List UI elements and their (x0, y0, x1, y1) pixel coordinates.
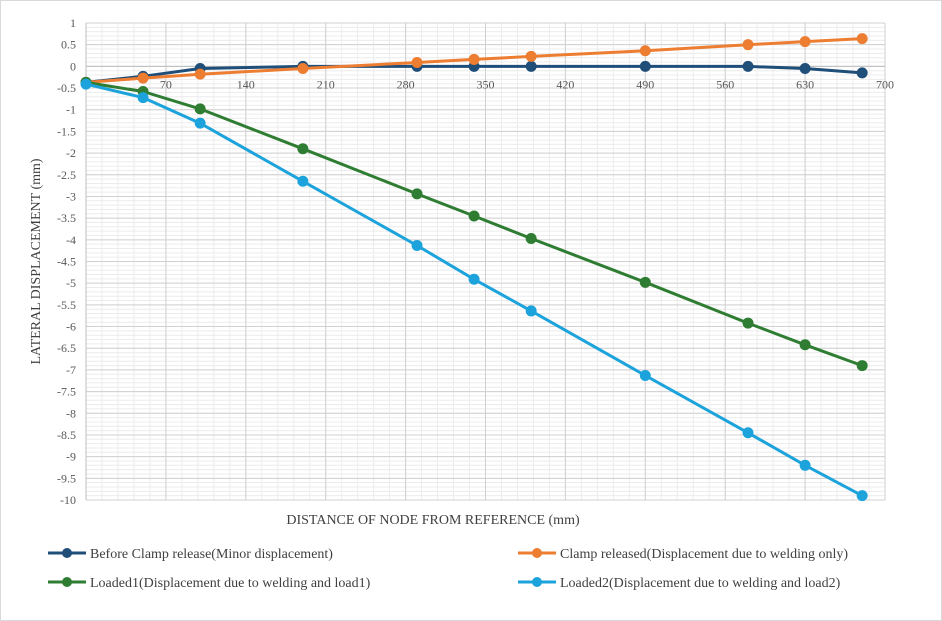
data-point (742, 427, 754, 439)
y-tick-label: -5.5 (57, 298, 76, 312)
y-axis-title: LATERAL DISPLACEMENT (mm) (29, 158, 44, 364)
data-point (297, 63, 309, 75)
y-tick-label: -1.5 (57, 124, 76, 138)
y-tick-label: -2 (66, 146, 76, 160)
y-tick-label: -7.5 (57, 385, 76, 399)
series (80, 78, 868, 502)
data-point (525, 50, 537, 62)
legend-label: Loaded1(Displacement due to welding and … (90, 576, 371, 591)
x-tick-label: 630 (796, 77, 814, 91)
y-tick-label: -9.5 (57, 471, 76, 485)
x-tick-label: 560 (716, 77, 734, 91)
data-point (856, 490, 868, 502)
data-point (639, 276, 651, 288)
y-tick-label: -3.5 (57, 211, 76, 225)
data-point (856, 33, 868, 45)
data-point (742, 39, 754, 51)
series-layer (80, 33, 868, 502)
data-point (742, 60, 754, 72)
data-point (137, 72, 149, 84)
data-point (799, 459, 811, 471)
data-point (525, 305, 537, 317)
y-tick-label: -0.5 (57, 81, 76, 95)
y-tick-label: -9 (66, 450, 76, 464)
y-tick-label: -8.5 (57, 428, 76, 442)
legend-marker (62, 577, 72, 587)
data-point (297, 175, 309, 187)
y-tick-label: -7 (66, 363, 76, 377)
x-tick-labels: 70 140 210 280 350 420 490 560 630 700 (160, 77, 894, 91)
y-tick-label: 1 (70, 16, 76, 30)
x-tick-label: 70 (160, 77, 172, 91)
y-tick-label: 0.5 (61, 38, 76, 52)
y-tick-label: 0 (70, 59, 76, 73)
legend-item: Before Clamp release(Minor displacement) (48, 547, 333, 562)
y-tick-label: -5 (66, 276, 76, 290)
data-point (411, 188, 423, 200)
data-point (856, 67, 868, 79)
legend-item: Loaded1(Displacement due to welding and … (48, 576, 371, 591)
legend-marker (62, 548, 72, 558)
data-point (639, 45, 651, 57)
data-point (639, 370, 651, 382)
data-point (411, 239, 423, 251)
data-point (297, 143, 309, 155)
legend-label: Clamp released(Displacement due to weldi… (560, 547, 848, 562)
x-tick-label: 140 (237, 77, 255, 91)
y-tick-label: -6.5 (57, 341, 76, 355)
data-point (799, 339, 811, 351)
data-point (137, 92, 149, 104)
data-point (411, 56, 423, 68)
data-point (856, 360, 868, 372)
y-tick-label: -4.5 (57, 255, 76, 269)
y-tick-label: -4 (66, 233, 76, 247)
data-point (525, 233, 537, 245)
y-tick-label: -2.5 (57, 168, 76, 182)
data-point (525, 60, 537, 72)
series (80, 76, 868, 372)
y-tick-label: -10 (60, 493, 76, 507)
data-point (194, 68, 206, 80)
legend-marker (532, 548, 542, 558)
data-point (468, 53, 480, 65)
legend: Before Clamp release(Minor displacement)… (48, 547, 848, 591)
legend-item: Clamp released(Displacement due to weldi… (518, 547, 848, 562)
y-tick-label: -6 (66, 320, 76, 334)
y-tick-labels: 1 0.5 0 -0.5 -1 -1.5 -2 -2.5 -3 -3.5 -4 -4.5 -5 -5.5 -… (57, 16, 76, 507)
y-tick-label: -3 (66, 189, 76, 203)
y-tick-label: -8 (66, 406, 76, 420)
data-point (194, 117, 206, 129)
x-tick-label: 280 (397, 77, 415, 91)
x-tick-label: 700 (876, 77, 894, 91)
x-axis-title: DISTANCE OF NODE FROM REFERENCE (mm) (286, 513, 580, 528)
x-tick-label: 350 (477, 77, 495, 91)
data-point (80, 78, 92, 90)
data-point (742, 317, 754, 329)
y-tick-label: -1 (66, 103, 76, 117)
data-point (639, 60, 651, 72)
data-point (799, 63, 811, 75)
data-point (799, 36, 811, 48)
x-tick-label: 210 (317, 77, 335, 91)
data-point (468, 273, 480, 285)
series (80, 33, 868, 88)
data-point (468, 210, 480, 222)
x-tick-label: 490 (636, 77, 654, 91)
legend-label: Loaded2(Displacement due to welding and … (560, 576, 841, 591)
legend-marker (532, 577, 542, 587)
data-point (194, 103, 206, 115)
legend-item: Loaded2(Displacement due to welding and … (518, 576, 841, 591)
legend-label: Before Clamp release(Minor displacement) (90, 547, 333, 562)
x-tick-label: 420 (556, 77, 574, 91)
